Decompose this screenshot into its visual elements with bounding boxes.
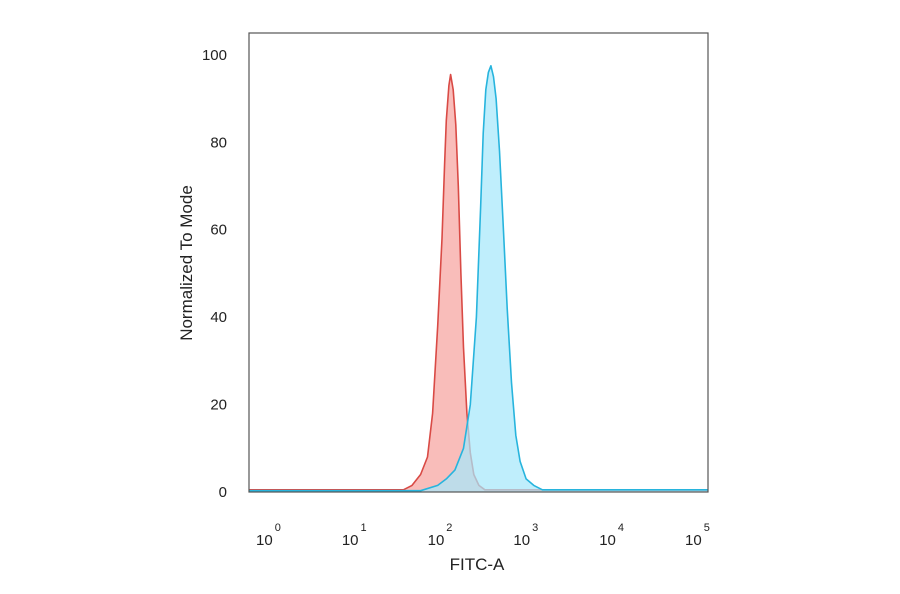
y-tick-label: 40	[210, 309, 227, 326]
x-tick-base: 10	[513, 532, 530, 549]
x-tick-label: 103	[513, 522, 538, 549]
y-axis-label: Normalized To Mode	[177, 185, 196, 341]
x-tick-exponent: 2	[446, 522, 452, 534]
plot-frame	[248, 32, 709, 493]
x-axis-label: FITC-A	[450, 555, 505, 574]
x-tick-exponent: 1	[361, 522, 367, 534]
x-tick-label: 104	[599, 522, 624, 549]
histogram-series	[249, 65, 708, 493]
x-tick-base: 10	[428, 532, 445, 549]
y-tick-label: 0	[219, 484, 227, 501]
x-tick-base: 10	[599, 532, 616, 549]
y-axis-ticks: 0 20 40 60 80 100	[202, 47, 227, 501]
x-tick-exponent: 4	[618, 522, 624, 534]
y-tick-label: 20	[210, 397, 227, 414]
x-tick-exponent: 0	[275, 522, 281, 534]
x-tick-base: 10	[685, 532, 702, 549]
x-tick-label: 102	[428, 522, 453, 549]
x-tick-exponent: 5	[704, 522, 710, 534]
x-tick-base: 10	[342, 532, 359, 549]
y-tick-label: 80	[210, 134, 227, 151]
y-tick-label: 60	[210, 222, 227, 239]
x-tick-label: 101	[342, 522, 367, 549]
x-tick-label: 105	[685, 522, 710, 549]
x-tick-label: 100	[256, 522, 281, 549]
series-stained-line	[249, 65, 708, 492]
x-tick-base: 10	[256, 532, 273, 549]
x-tick-exponent: 3	[532, 522, 538, 534]
y-tick-label: 100	[202, 47, 227, 64]
